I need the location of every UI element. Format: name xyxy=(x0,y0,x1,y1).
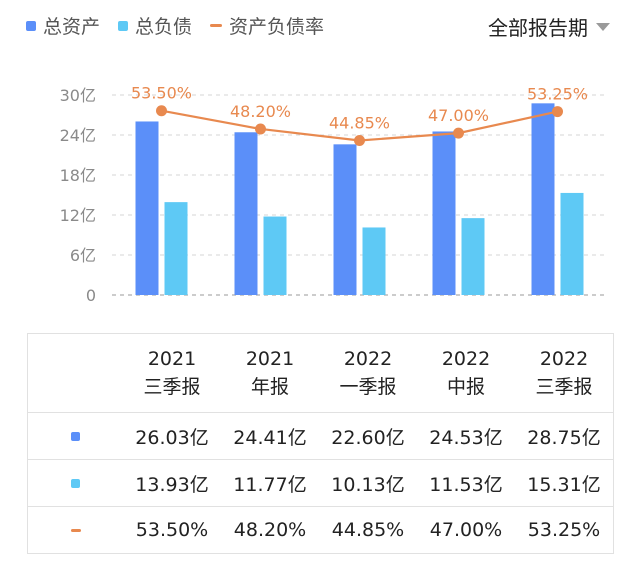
data-label-debt-ratio: 53.25% xyxy=(527,85,588,104)
table-cell: 11.53亿 xyxy=(429,473,503,496)
table-cell: 47.00% xyxy=(429,519,503,541)
table-cell: 10.13亿 xyxy=(331,473,405,496)
table-row-total-liabilities: 13.93亿 11.77亿 10.13亿 11.53亿 15.31亿 xyxy=(28,459,613,506)
table-cell: 15.31亿 xyxy=(527,473,601,496)
table-header-cell: 2021 年报 xyxy=(245,348,295,398)
y-tick-label: 18亿 xyxy=(60,166,96,185)
y-tick-label: 0 xyxy=(86,286,96,305)
bar-total-liabilities xyxy=(461,218,485,295)
legend-label-debt-ratio: 资产负债率 xyxy=(229,16,325,38)
table-cell: 13.93亿 xyxy=(135,473,209,496)
table-row-total-assets: 26.03亿 24.41亿 22.60亿 24.53亿 28.75亿 xyxy=(28,412,613,459)
legend-swatch-total-assets xyxy=(26,20,36,31)
table-row-marker xyxy=(28,431,123,441)
table-row-marker xyxy=(28,478,123,488)
table-header-cell: 2022 中报 xyxy=(441,348,491,398)
data-label-debt-ratio: 44.85% xyxy=(329,114,390,133)
chart-legend: 总资产 总负债 资产负债率 xyxy=(26,12,342,39)
y-tick-label: 6亿 xyxy=(70,246,96,265)
table-cell: 24.41亿 xyxy=(233,426,307,449)
marker-total-liabilities xyxy=(71,478,80,488)
table-header-cell: 2022 一季报 xyxy=(339,348,397,398)
table-header-cell: 2022 三季报 xyxy=(535,348,593,398)
legend-item-total-assets[interactable]: 总资产 xyxy=(26,12,100,39)
bar-total-liabilities xyxy=(560,192,584,295)
point-debt-ratio xyxy=(255,123,266,135)
table-cell: 44.85% xyxy=(331,519,405,541)
bar-total-assets xyxy=(234,132,258,295)
table-cell: 26.03亿 xyxy=(135,426,209,449)
balance-chart: 0 6亿 12亿 18亿 24亿 30亿 53.50% 48.20% 44.85% 47.00% 5… xyxy=(60,84,607,305)
point-debt-ratio xyxy=(552,106,563,118)
period-selector[interactable]: 全部报告期 xyxy=(488,12,610,41)
data-label-debt-ratio: 48.20% xyxy=(230,102,291,121)
y-tick-label: 12亿 xyxy=(60,206,96,225)
data-label-debt-ratio: 47.00% xyxy=(428,106,489,125)
legend-swatch-debt-ratio xyxy=(210,24,223,27)
point-debt-ratio xyxy=(453,127,464,139)
data-label-debt-ratio: 53.50% xyxy=(131,84,192,103)
period-selector-label: 全部报告期 xyxy=(488,16,588,40)
legend-label-total-assets: 总资产 xyxy=(43,16,101,38)
bar-total-liabilities xyxy=(362,227,386,295)
table-cell: 53.50% xyxy=(135,519,209,541)
bar-total-assets xyxy=(432,131,456,295)
point-debt-ratio xyxy=(354,135,365,147)
legend-item-total-liabilities[interactable]: 总负债 xyxy=(118,12,192,39)
bar-total-assets xyxy=(531,103,555,295)
table-row-marker xyxy=(28,528,123,532)
table-header-cell: 2021 三季报 xyxy=(143,348,201,398)
y-tick-label: 24亿 xyxy=(60,126,96,145)
bar-total-liabilities xyxy=(164,202,188,295)
chevron-down-icon xyxy=(596,22,610,31)
table-cell: 11.77亿 xyxy=(233,473,307,496)
table-row-debt-ratio: 53.50% 48.20% 44.85% 47.00% 53.25% xyxy=(28,506,613,553)
y-tick-label: 30亿 xyxy=(60,86,96,105)
bar-total-assets xyxy=(333,144,357,295)
legend-item-debt-ratio[interactable]: 资产负债率 xyxy=(210,12,324,39)
table-cell: 53.25% xyxy=(527,519,601,541)
data-table: 2021 三季报 2021 年报 2022 一季报 2022 中报 2022 三季报 26… xyxy=(27,333,614,554)
table-header-row: 2021 三季报 2021 年报 2022 一季报 2022 中报 2022 三季报 xyxy=(28,334,613,412)
marker-debt-ratio xyxy=(70,528,81,532)
bar-total-assets xyxy=(135,121,159,295)
table-cell: 48.20% xyxy=(233,519,307,541)
point-debt-ratio xyxy=(156,105,167,117)
marker-total-assets xyxy=(71,431,80,441)
bar-total-liabilities xyxy=(263,216,287,295)
table-cell: 28.75亿 xyxy=(527,426,601,449)
table-cell: 24.53亿 xyxy=(429,426,503,449)
legend-swatch-total-liabilities xyxy=(118,20,129,31)
legend-label-total-liabilities: 总负债 xyxy=(135,16,193,38)
table-cell: 22.60亿 xyxy=(331,426,405,449)
